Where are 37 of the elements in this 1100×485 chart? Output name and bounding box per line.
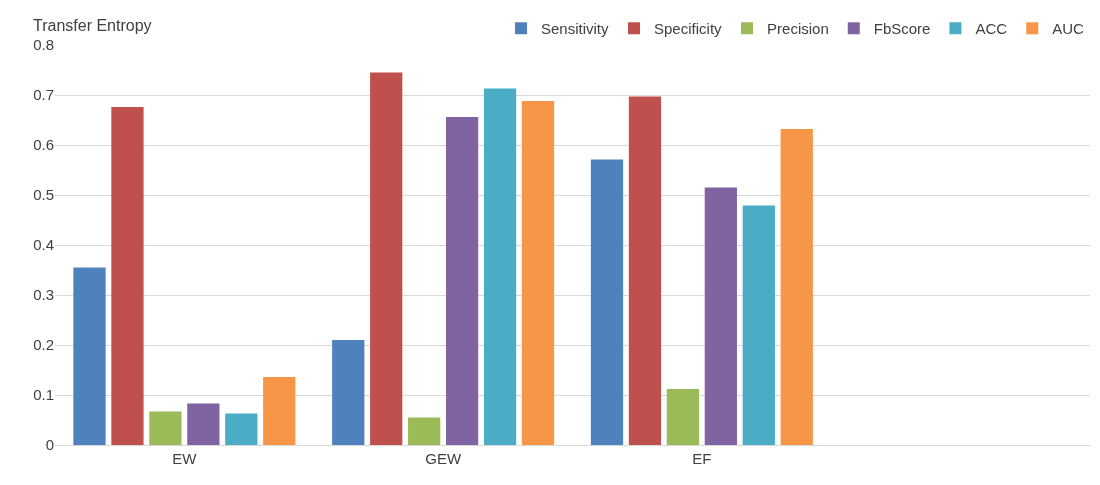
bar <box>704 187 737 445</box>
bar <box>483 88 517 445</box>
x-tick-label: EW <box>172 450 198 467</box>
y-tick-label: 0.5 <box>33 186 54 204</box>
y-tick-label: 0.2 <box>33 336 54 354</box>
bar <box>187 403 220 445</box>
bar <box>111 107 144 445</box>
legend-label: Precision <box>767 20 829 38</box>
x-tick-label: EF <box>692 450 712 467</box>
bar <box>628 96 662 445</box>
bar <box>149 411 182 445</box>
bar <box>370 72 403 445</box>
y-tick-label: 0.8 <box>33 36 54 54</box>
legend-label: FbScore <box>873 20 931 38</box>
bar <box>73 267 106 445</box>
bar <box>666 389 700 445</box>
legend-label: AUC <box>1052 20 1085 38</box>
y-tick-label: 0.1 <box>33 386 54 404</box>
y-tick-label: 0.6 <box>33 136 54 154</box>
bar <box>742 205 775 445</box>
legend-label: Specificity <box>654 20 723 38</box>
bar <box>780 129 813 445</box>
bar <box>225 413 258 445</box>
y-tick-label: 0.4 <box>33 236 54 254</box>
legend-label: Sensitivity <box>541 20 610 38</box>
bar <box>445 117 479 445</box>
bar <box>263 377 296 445</box>
legend-label: ACC <box>975 20 1008 38</box>
chart-title: Transfer Entropy <box>33 16 152 34</box>
x-tick-label: GEW <box>425 450 462 467</box>
bar <box>332 340 365 445</box>
y-tick-label: 0.3 <box>33 286 54 304</box>
bar <box>408 417 441 445</box>
bar <box>521 101 555 445</box>
bar <box>590 159 624 445</box>
y-tick-label: 0 <box>45 436 54 454</box>
y-tick-label: 0.7 <box>33 86 54 104</box>
